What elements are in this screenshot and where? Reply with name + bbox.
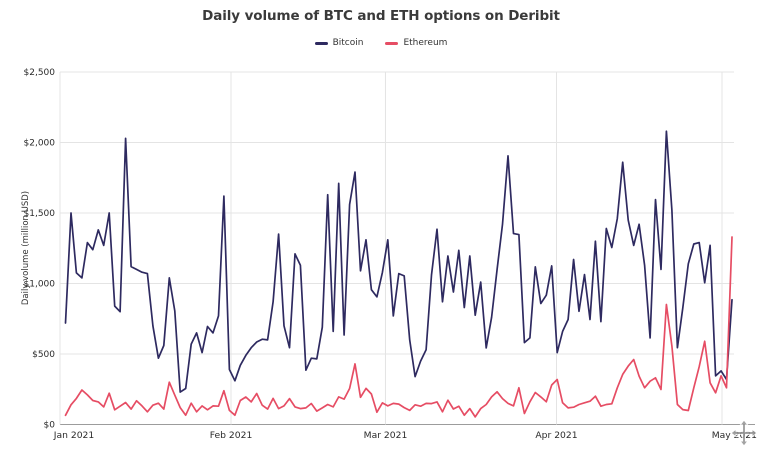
legend-item-ethereum[interactable]: Ethereum: [385, 38, 447, 48]
x-tick-label: Mar 2021: [364, 430, 408, 441]
plot-hover-area[interactable]: [60, 72, 734, 425]
y-axis-title: Daily volume (million USD): [21, 191, 31, 305]
x-tick-label: Jan 2021: [53, 430, 94, 441]
legend-item-bitcoin[interactable]: Bitcoin: [314, 38, 364, 48]
bitcoin-line: [64, 130, 733, 393]
chart-title: Daily volume of BTC and ETH options on D…: [202, 8, 560, 24]
y-tick-label: $500: [32, 350, 55, 360]
bitcoin-swatch-icon: [314, 41, 328, 45]
y-tick-label: $2,000: [24, 139, 56, 149]
y-tick-label: $1,500: [24, 209, 56, 219]
y-tick-label: $0: [44, 421, 56, 431]
legend-label-ethereum: Ethereum: [403, 38, 448, 48]
legend: Bitcoin Ethereum: [0, 38, 762, 48]
y-tick-label: $2,500: [24, 68, 56, 78]
legend-label-bitcoin: Bitcoin: [332, 38, 364, 48]
y-tick-label: $1,000: [24, 280, 56, 290]
x-tick-label: Apr 2021: [535, 430, 577, 441]
move-icon[interactable]: [730, 419, 758, 447]
x-tick-label: Feb 2021: [210, 430, 253, 441]
ethereum-line: [64, 236, 733, 418]
move-arrows-glyph: [730, 419, 758, 447]
ethereum-swatch-icon: [385, 41, 399, 45]
